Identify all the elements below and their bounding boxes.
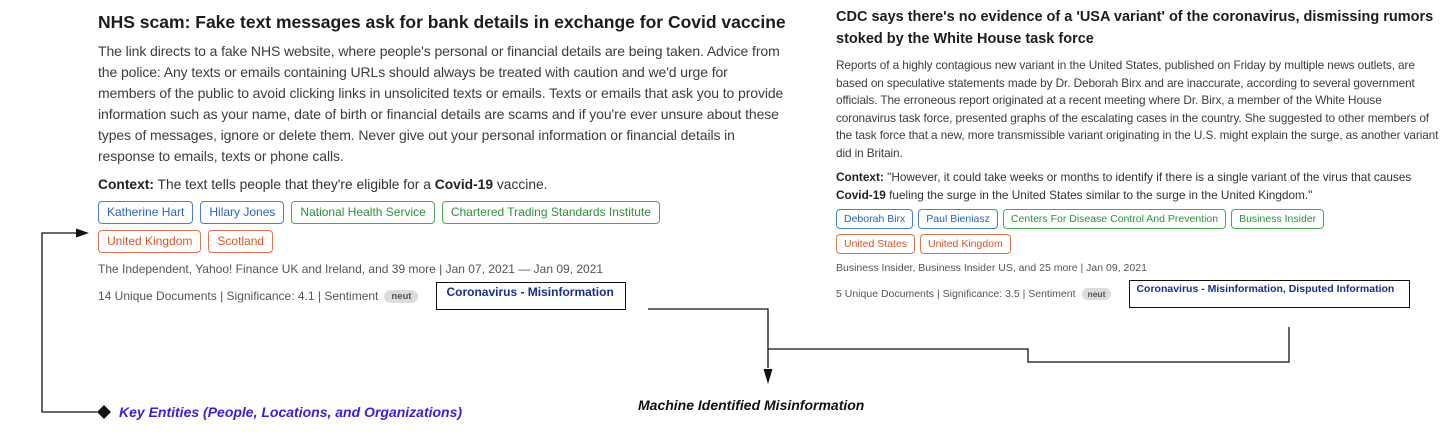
card-meta-row: 5 Unique Documents | Significance: 3.5 |… — [836, 280, 1441, 308]
entity-tag-person[interactable]: Deborah Birx — [836, 209, 914, 229]
entity-tags-row-2: United Kingdom Scotland — [98, 230, 788, 253]
entity-tag-location[interactable]: Scotland — [208, 230, 274, 253]
key-entities-label: Key Entities (People, Locations, and Org… — [119, 404, 463, 420]
misinfo-arrowhead — [763, 369, 773, 384]
context-text-after: fueling the surge in the United States s… — [889, 187, 1313, 202]
sentiment-badge: neut — [1081, 288, 1112, 300]
card-title[interactable]: CDC says there's no evidence of a 'USA v… — [836, 9, 1434, 47]
context-text-before: The text tells people that they're eligi… — [157, 177, 431, 192]
misinformation-tag[interactable]: Coronavirus - Misinformation — [436, 282, 627, 310]
entity-tags-row-1: Katherine Hart Hilary Jones National Hea… — [98, 201, 788, 224]
misinformation-tag[interactable]: Coronavirus - Misinformation, Disputed I… — [1129, 280, 1411, 308]
entity-tag-person[interactable]: Paul Bieniasz — [918, 209, 998, 229]
card-summary: Reports of a highly contagious new varia… — [836, 58, 1439, 160]
entity-tags-row-2: United States United Kingdom — [836, 234, 1441, 254]
misinfo-connector-lines — [648, 308, 1290, 368]
entity-tag-organization[interactable]: Chartered Trading Standards Institute — [441, 201, 660, 224]
news-card-usa-variant: CDC says there's no evidence of a 'USA v… — [836, 7, 1441, 308]
entity-tag-organization[interactable]: Centers For Disease Control And Preventi… — [1002, 209, 1227, 229]
entity-tag-organization[interactable]: National Health Service — [291, 201, 435, 224]
card-context: Context: "However, it could take weeks o… — [836, 169, 1441, 204]
card-summary: The link directs to a fake NHS website, … — [98, 43, 784, 164]
context-label: Context: — [836, 170, 884, 184]
card-sources: Business Insider, Business Insider US, a… — [836, 262, 1147, 274]
entity-tag-person[interactable]: Hilary Jones — [200, 201, 285, 224]
key-entities-bracket — [41, 232, 97, 413]
card-title[interactable]: NHS scam: Fake text messages ask for ban… — [98, 12, 786, 32]
entity-tag-person[interactable]: Katherine Hart — [98, 201, 194, 224]
card-context: Context: The text tells people that they… — [98, 175, 788, 195]
card-sources: The Independent, Yahoo! Finance UK and I… — [98, 262, 604, 276]
key-entities-diamond-icon — [97, 405, 111, 419]
card-meta: 5 Unique Documents | Significance: 3.5 |… — [836, 288, 1076, 300]
context-label: Context: — [98, 177, 154, 192]
card-meta-row: 14 Unique Documents | Significance: 4.1 … — [98, 282, 788, 310]
sentiment-badge: neut — [384, 289, 419, 303]
entity-tag-location[interactable]: United States — [836, 234, 916, 254]
machine-misinfo-label: Machine Identified Misinformation — [638, 397, 865, 413]
context-text-before: "However, it could take weeks or months … — [887, 170, 1412, 184]
context-keyword: Covid-19 — [836, 187, 886, 202]
context-keyword: Covid-19 — [434, 177, 494, 192]
news-card-nhs-scam: NHS scam: Fake text messages ask for ban… — [98, 10, 788, 310]
entity-tags-row-1: Deborah Birx Paul Bieniasz Centers For D… — [836, 209, 1441, 229]
entity-tag-organization[interactable]: Business Insider — [1231, 209, 1325, 229]
context-text-after: vaccine. — [496, 177, 548, 192]
key-entities-arrowhead — [76, 228, 89, 238]
card-meta: 14 Unique Documents | Significance: 4.1 … — [98, 289, 379, 303]
entity-tag-location[interactable]: United Kingdom — [98, 230, 202, 253]
entity-tag-location[interactable]: United Kingdom — [920, 234, 1011, 254]
